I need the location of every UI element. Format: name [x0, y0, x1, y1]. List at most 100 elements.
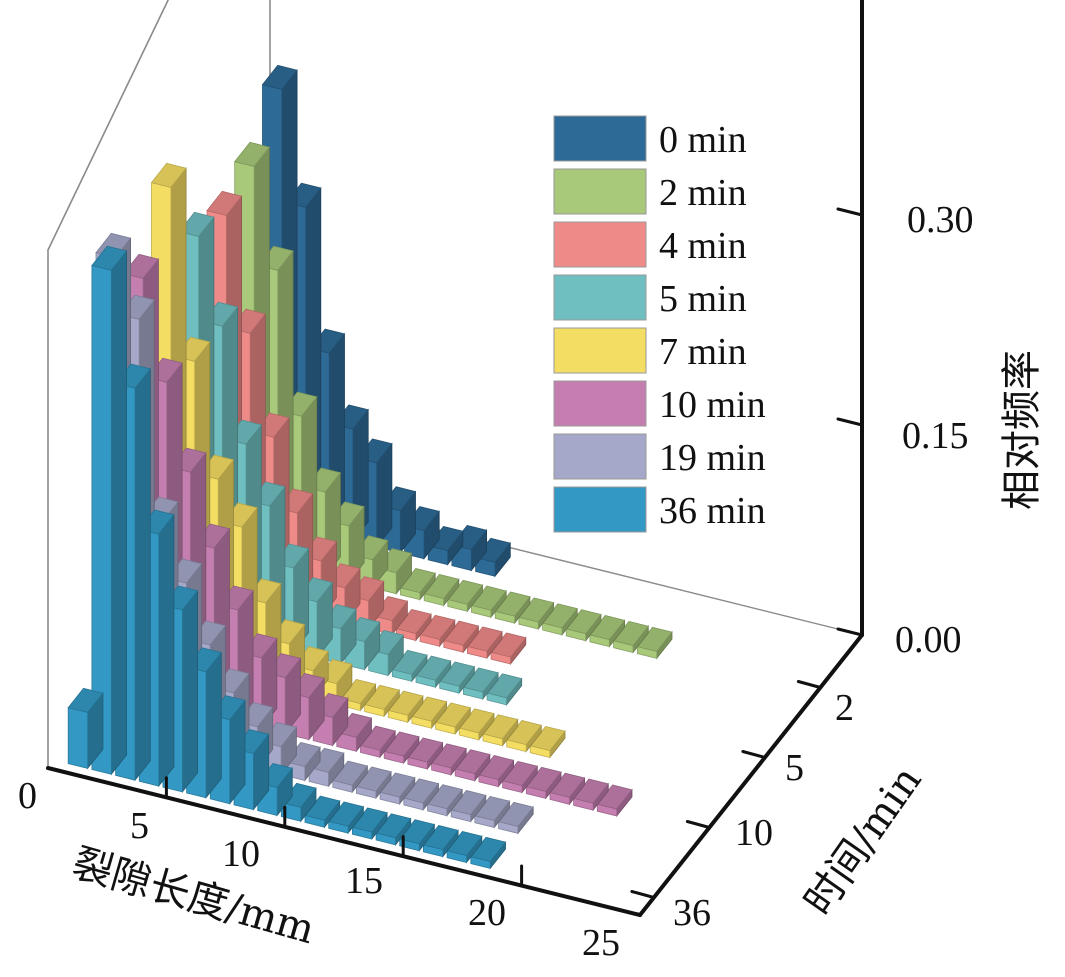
- bar: [411, 696, 448, 730]
- bar: [636, 626, 673, 660]
- chart-bars: [67, 64, 673, 870]
- time-tick-label: 5: [785, 747, 804, 789]
- bar-side-face: [158, 513, 175, 788]
- z-tick-label: 0.00: [895, 619, 962, 661]
- bar: [383, 731, 420, 765]
- bar-top-face: [234, 141, 271, 167]
- bar-side-face: [110, 249, 127, 776]
- x-axis-line: [46, 766, 642, 917]
- x-tick-label: 20: [468, 892, 506, 934]
- legend-label: 5 min: [659, 278, 747, 320]
- bar: [462, 667, 499, 701]
- bar: [426, 784, 463, 817]
- bar: [407, 737, 444, 771]
- bar: [529, 725, 566, 759]
- bar: [518, 597, 555, 631]
- z-axis-title: 相对频率: [999, 350, 1045, 510]
- x-axis-title: 裂隙长度/mm: [67, 840, 319, 953]
- bar: [454, 749, 491, 782]
- legend-swatch: [553, 380, 647, 427]
- bar-top-face: [206, 190, 243, 216]
- x-tick-label: 5: [130, 805, 149, 847]
- bar: [596, 784, 633, 818]
- time-axis-tick: [685, 820, 711, 829]
- bar-side-face: [181, 589, 199, 794]
- legend-label: 10 min: [659, 384, 766, 426]
- bar: [572, 778, 609, 812]
- time-tick-label: 36: [673, 892, 711, 934]
- time-axis-tick: [630, 890, 656, 899]
- bar: [391, 649, 428, 683]
- time-axis-tick: [741, 750, 767, 759]
- bar: [280, 782, 317, 823]
- bar: [336, 712, 373, 753]
- bar-top-face: [67, 687, 104, 713]
- legend-swatch: [553, 168, 647, 215]
- time-tick-label: 2: [835, 687, 854, 729]
- time-tick-label: 10: [735, 812, 773, 854]
- bar: [91, 245, 128, 776]
- left-wall-top-edge: [47, 0, 170, 251]
- legend-label: 7 min: [659, 331, 747, 373]
- bar: [470, 585, 507, 619]
- time-axis-line: [638, 633, 864, 917]
- z-axis-tick: [836, 417, 864, 427]
- bar-side-face: [205, 651, 222, 799]
- bar: [439, 661, 476, 695]
- legend-label: 36 min: [659, 490, 766, 532]
- bar-top-face: [123, 253, 160, 279]
- legend-swatch: [553, 115, 647, 162]
- bar: [612, 620, 649, 654]
- legend-swatch: [553, 327, 647, 374]
- bar: [497, 801, 534, 835]
- bar-top-face: [91, 245, 128, 271]
- legend-swatch: [553, 433, 647, 480]
- bar: [419, 614, 456, 648]
- bar-top-face: [150, 162, 187, 188]
- legend-label: 4 min: [659, 225, 747, 267]
- bar: [304, 795, 341, 829]
- bar: [466, 626, 503, 660]
- x-tick-label: 25: [582, 922, 620, 964]
- chart-axes: [46, 0, 864, 917]
- bar: [482, 714, 519, 747]
- legend-swatch: [553, 486, 647, 533]
- legend: 0 min 2 min 4 min 5 min 7 min 10 min 19 …: [553, 115, 766, 533]
- x-tick-label: 15: [345, 860, 383, 902]
- z-axis-tick: [836, 627, 864, 637]
- bar: [506, 720, 542, 753]
- bar: [355, 766, 392, 800]
- x-tick-label: 0: [18, 775, 37, 817]
- z-axis-tick-labels: 0.00 0.15 0.30: [895, 199, 974, 661]
- legend-label: 2 min: [659, 172, 747, 214]
- bar: [541, 603, 578, 637]
- bar: [387, 690, 424, 724]
- bar-top-face: [178, 211, 215, 237]
- z-tick-label: 0.15: [902, 415, 969, 457]
- bar: [328, 801, 365, 835]
- legend-swatch: [553, 221, 647, 268]
- bar: [525, 766, 562, 800]
- bar: [446, 830, 483, 864]
- bar: [443, 620, 480, 654]
- bar: [67, 687, 104, 770]
- legend-label: 19 min: [659, 437, 766, 479]
- x-axis-tick-labels: 0 5 10 15 20 25: [18, 775, 620, 964]
- bar-top-face: [261, 64, 298, 90]
- bar: [474, 537, 512, 578]
- bar: [422, 825, 459, 858]
- time-axis-tick: [796, 680, 822, 689]
- z-tick-label: 0.30: [907, 199, 974, 241]
- time-axis-tick-labels: 2 5 10 36: [673, 687, 854, 934]
- bar-series-36-min: [67, 245, 507, 870]
- legend-swatch: [553, 274, 647, 321]
- legend-label: 0 min: [659, 119, 747, 161]
- x-tick-label: 10: [222, 833, 260, 875]
- bar: [447, 579, 484, 613]
- time-axis-title: 时间/min: [796, 758, 931, 924]
- bar: [332, 760, 369, 794]
- bar-front-face: [67, 707, 88, 769]
- bar-side-face: [134, 367, 151, 782]
- bar: [415, 655, 452, 689]
